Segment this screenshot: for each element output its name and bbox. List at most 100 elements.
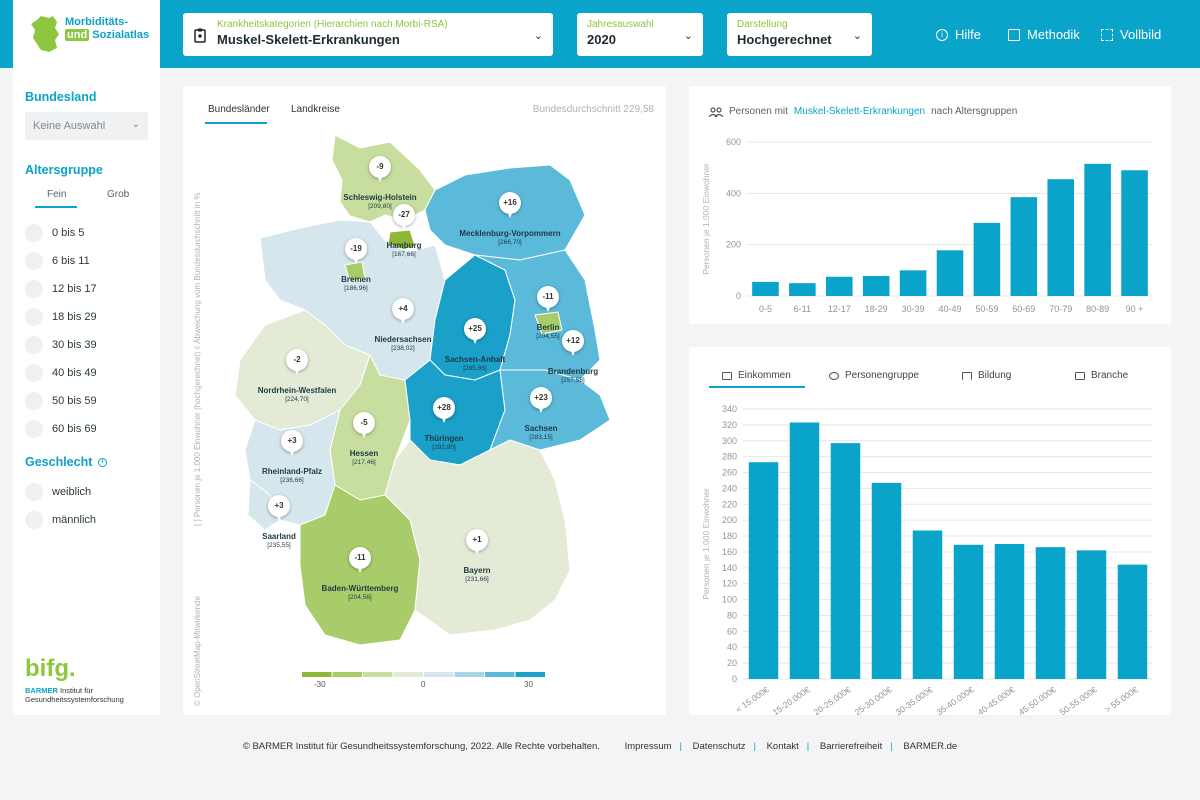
radio-gender-female[interactable]: weiblich [25, 483, 91, 501]
footer-link-contact[interactable]: Kontakt [766, 741, 799, 752]
state-pin[interactable]: +25 [464, 318, 486, 344]
x-tick-label: 0-5 [759, 304, 772, 314]
footer-link-privacy[interactable]: Datenschutz [692, 741, 746, 752]
radio-age-group[interactable]: 6 bis 11 [25, 252, 90, 270]
legend-swatch [485, 672, 515, 677]
radio-age-group[interactable]: 30 bis 39 [25, 336, 97, 354]
y-tick-label: 80 [727, 610, 737, 620]
state-pin[interactable]: +23 [530, 387, 552, 413]
y-tick-label: 140 [722, 563, 737, 573]
logo[interactable]: Morbiditäts- und Sozialatlas [13, 0, 160, 68]
tab-age-fine[interactable]: Fein [47, 189, 67, 200]
legend-swatch [424, 672, 454, 677]
state-name: Brandenburg [547, 367, 599, 376]
legend-swatch [393, 672, 423, 677]
state-value: [209,80] [368, 203, 392, 210]
state-value: [204,55] [536, 333, 560, 340]
y-tick-label: 220 [722, 499, 737, 509]
state-pin[interactable]: +16 [499, 192, 521, 218]
legend-swatch [363, 672, 393, 677]
state-pin[interactable]: +28 [433, 397, 455, 423]
clipboard-icon [194, 28, 206, 43]
tab-industry[interactable]: Branche [1075, 370, 1128, 381]
state-pin[interactable]: -2 [286, 349, 308, 375]
chevron-down-icon: ⌄ [683, 30, 693, 42]
radio-circle [25, 336, 43, 354]
legend-swatch [454, 672, 484, 677]
bar [953, 544, 984, 679]
tab-age-coarse[interactable]: Grob [107, 189, 130, 200]
y-tick-label: 40 [727, 642, 737, 652]
bar [936, 250, 964, 296]
chevron-down-icon: ⌄ [533, 30, 543, 42]
x-tick-label: 30-39 [902, 304, 925, 314]
age-chart-card: Personen mit Muskel-Skelett-Erkrankungen n… [689, 86, 1171, 324]
bar [1010, 197, 1038, 296]
info-icon: i [97, 458, 107, 468]
category-value: Muskel-Skelett-Erkrankungen [217, 32, 400, 47]
bar [899, 270, 927, 296]
state-pin[interactable]: +1 [466, 529, 488, 555]
region-berlin [534, 311, 563, 335]
x-tick-label: 40-49 [938, 304, 961, 314]
gender-heading: Geschlecht i [25, 455, 107, 469]
year-select[interactable]: Jahresauswahl 2020 ⌄ [577, 13, 703, 56]
germany-map[interactable] [220, 120, 640, 680]
tab-education[interactable]: Bildung [962, 370, 1011, 381]
footer-link-barmer[interactable]: BARMER.de [903, 741, 958, 752]
tab-federal-states[interactable]: Bundesländer [208, 104, 270, 115]
bar [1117, 564, 1148, 679]
radio-age-group[interactable]: 18 bis 29 [25, 308, 97, 326]
footer-link-accessibility[interactable]: Barrierefreiheit [819, 741, 883, 752]
fullscreen-link[interactable]: Vollbild [1101, 27, 1161, 42]
radio-age-group[interactable]: 50 bis 59 [25, 392, 97, 410]
tab-income[interactable]: Einkommen [722, 370, 791, 381]
state-pin[interactable]: +12 [562, 330, 584, 356]
radio-age-group[interactable]: 40 bis 49 [25, 364, 97, 382]
y-tick-label: 60 [727, 626, 737, 636]
radio-gender-male[interactable]: männlich [25, 511, 96, 529]
radio-age-group[interactable]: 12 bis 17 [25, 280, 97, 298]
category-select[interactable]: Krankheitskategorien (Hierarchien nach M… [183, 13, 553, 56]
radio-circle [25, 224, 43, 242]
y-tick-label: 280 [722, 452, 737, 462]
bar [1035, 547, 1066, 679]
region-sachsen [489, 369, 611, 452]
radio-circle [25, 392, 43, 410]
state-pin[interactable]: -11 [537, 286, 559, 312]
state-name: Saarland [262, 532, 296, 541]
y-tick-label: 240 [722, 483, 737, 493]
x-tick-label: 20-25.000€ [812, 684, 853, 715]
state-name: Nordrhein-Westfalen [257, 386, 337, 395]
state-name: Schleswig-Holstein [343, 193, 417, 202]
y-tick-label: 340 [722, 404, 737, 414]
bar [1121, 170, 1148, 296]
state-value: [292,80] [432, 444, 456, 451]
state-pin[interactable]: -19 [345, 238, 367, 264]
state-pin[interactable]: -5 [353, 412, 375, 438]
state-pin[interactable]: +4 [392, 298, 414, 324]
state-pin[interactable]: +3 [281, 430, 303, 456]
y-tick-label: 160 [722, 547, 737, 557]
state-pin[interactable]: +3 [268, 495, 290, 521]
radio-age-group[interactable]: 0 bis 5 [25, 224, 84, 242]
bar [973, 222, 1001, 296]
tab-person-group[interactable]: Personengruppe [829, 370, 919, 381]
y-tick-label: 260 [722, 468, 737, 478]
display-select[interactable]: Darstellung Hochgerechnet ⌄ [727, 13, 872, 56]
state-select[interactable]: Keine Auswahl ⌄ [25, 112, 148, 140]
persons-icon [709, 106, 723, 117]
state-pin[interactable]: -9 [369, 156, 391, 182]
state-pin[interactable]: -27 [393, 204, 415, 230]
state-name: Mecklenburg-Vorpommern [459, 229, 561, 238]
state-pin[interactable]: -11 [349, 547, 371, 573]
radio-age-group[interactable]: 60 bis 69 [25, 420, 97, 438]
help-link[interactable]: i Hilfe [936, 27, 981, 42]
x-tick-label: 50-59 [975, 304, 998, 314]
footer-link-imprint[interactable]: Impressum [624, 741, 672, 752]
logo-text: Morbiditäts- und Sozialatlas [65, 16, 150, 41]
tab-districts[interactable]: Landkreise [291, 104, 340, 115]
bar [789, 422, 820, 679]
method-link[interactable]: Methodik [1008, 27, 1080, 42]
bifg-logo: bifg. [25, 655, 76, 682]
